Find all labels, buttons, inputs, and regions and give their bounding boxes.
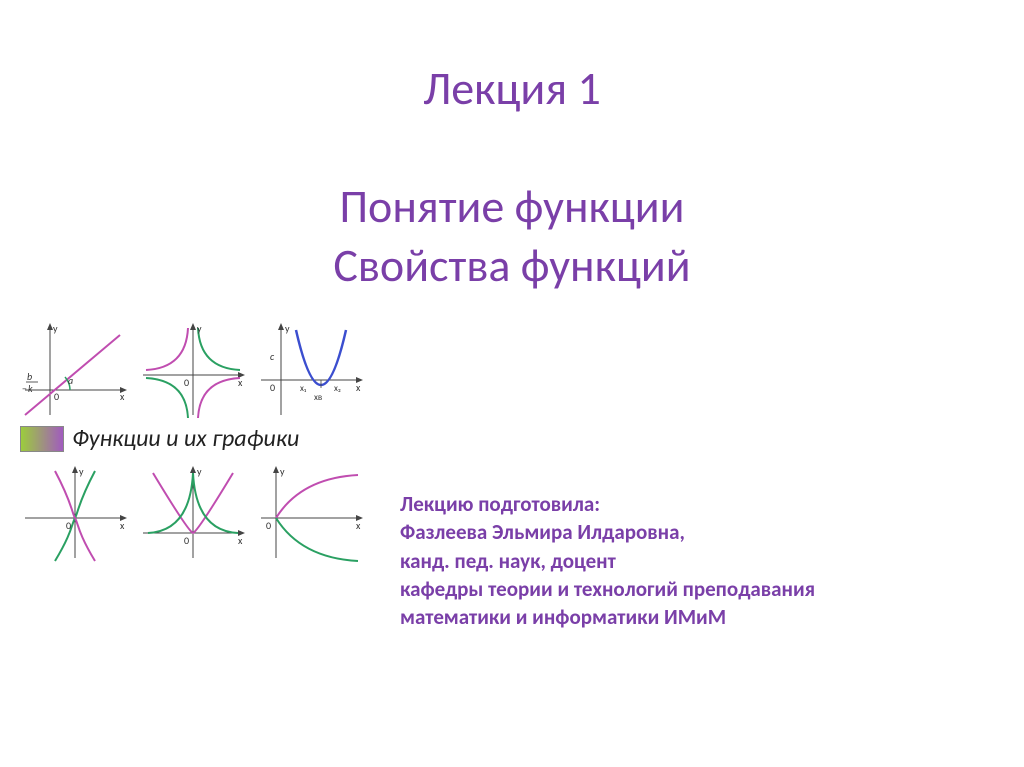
svg-text:y: y (280, 465, 285, 478)
author-line: Лекцию подготовила: (400, 490, 980, 518)
svg-text:x: x (356, 381, 361, 394)
graphs-illustration: y x 0 a b − k y x (20, 320, 380, 563)
svg-text:0: 0 (54, 390, 59, 403)
title-line-2 (0, 119, 1024, 178)
graph-cubic: y x 0 (20, 463, 130, 563)
graph-parabola: y x 0 c x₁ x₂ xв (256, 320, 366, 420)
graphs-bottom-row: y x 0 y x 0 (20, 463, 380, 563)
svg-text:x: x (120, 390, 125, 403)
title-line-1: Лекция 1 (0, 60, 1024, 119)
svg-text:0: 0 (66, 519, 71, 532)
svg-text:x: x (356, 519, 361, 532)
svg-text:0: 0 (270, 381, 275, 394)
svg-text:a: a (68, 374, 73, 387)
banner-tab-icon (20, 426, 64, 452)
svg-text:y: y (197, 322, 202, 335)
graph-intersecting: y x 0 (138, 463, 248, 563)
graph-hyperbola: y x 0 (138, 320, 248, 420)
title-line-4: Свойства функций (0, 237, 1024, 296)
svg-text:x: x (238, 376, 243, 389)
graphs-top-row: y x 0 a b − k y x (20, 320, 380, 420)
title-line-3: Понятие функции (0, 178, 1024, 237)
author-line: математики и информатики ИМиМ (400, 603, 980, 631)
svg-text:x₁: x₁ (300, 383, 307, 394)
svg-text:k: k (28, 382, 33, 395)
author-line: канд. пед. наук, доцент (400, 547, 980, 575)
svg-text:y: y (79, 465, 84, 478)
svg-text:y: y (197, 465, 202, 478)
graph-sqrt: y x 0 (256, 463, 366, 563)
svg-text:0: 0 (266, 519, 271, 532)
svg-text:x₂: x₂ (334, 383, 341, 394)
svg-text:−: − (22, 382, 27, 395)
svg-text:x: x (238, 534, 243, 547)
author-line: Фазлеева Эльмира Илдаровна, (400, 518, 980, 546)
svg-text:x: x (120, 519, 125, 532)
author-line: кафедры теории и технологий преподавания (400, 575, 980, 603)
slide-title: Лекция 1 Понятие функции Свойства функци… (0, 0, 1024, 296)
banner-text: Функции и их графики (72, 424, 299, 453)
svg-text:0: 0 (184, 534, 189, 547)
svg-text:y: y (285, 322, 290, 335)
svg-text:c: c (270, 350, 275, 363)
svg-text:0: 0 (184, 376, 189, 389)
svg-text:y: y (53, 322, 58, 335)
graph-linear: y x 0 a b − k (20, 320, 130, 420)
svg-text:xв: xв (314, 392, 322, 403)
author-block: Лекцию подготовила: Фазлеева Эльмира Илд… (400, 490, 980, 632)
graphs-banner: Функции и их графики (20, 424, 380, 453)
